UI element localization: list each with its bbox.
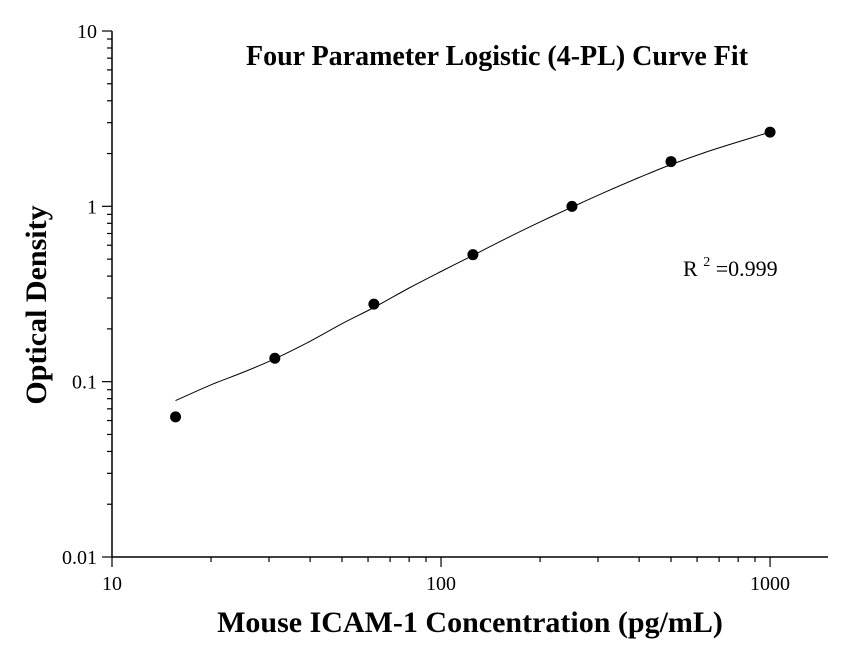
data-point <box>566 200 578 212</box>
y-tick-label: 1 <box>87 196 97 218</box>
y-axis-title: Optical Density <box>20 205 53 404</box>
r-squared-sup: 2 <box>703 255 710 270</box>
x-axis-title: Mouse ICAM-1 Concentration (pg/mL) <box>217 606 723 639</box>
data-points <box>170 126 776 423</box>
r-squared-annotation: R 2 =0.999 <box>683 246 778 281</box>
data-point <box>170 411 182 423</box>
r-squared-base: R <box>683 256 698 281</box>
fit-curve-line <box>175 131 771 402</box>
plot-frame <box>111 31 828 558</box>
y-tick-label: 10 <box>77 21 97 43</box>
x-axis-ticks: 10 100 1000 <box>102 557 790 595</box>
r-squared-value: =0.999 <box>716 256 778 281</box>
x-tick-label: 10 <box>102 573 122 595</box>
y-tick-label: 0.1 <box>72 372 97 394</box>
data-point <box>368 298 380 310</box>
x-tick-label: 1000 <box>750 573 790 595</box>
chart-title: Four Parameter Logistic (4-PL) Curve Fit <box>246 41 749 72</box>
data-point <box>467 249 479 261</box>
data-point <box>269 352 281 364</box>
data-point <box>764 126 776 138</box>
x-tick-label: 100 <box>426 573 456 595</box>
data-point <box>665 156 677 168</box>
y-tick-label: 0.01 <box>62 547 97 569</box>
y-axis-ticks: 0.01 0.1 1 10 <box>62 21 112 569</box>
